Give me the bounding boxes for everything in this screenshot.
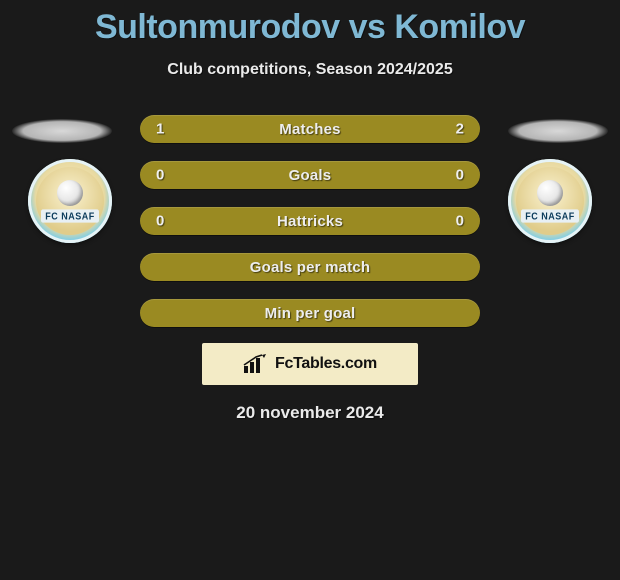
stat-label: Min per goal (265, 305, 356, 322)
brand-text: FcTables.com (275, 355, 377, 373)
stat-label: Goals per match (250, 259, 371, 276)
stat-bars: 1 Matches 2 0 Goals 0 0 Hattricks 0 Goal… (140, 115, 480, 327)
stat-label: Goals (289, 167, 332, 184)
stat-bar-goals-per-match: Goals per match (140, 253, 480, 281)
subtitle: Club competitions, Season 2024/2025 (0, 61, 620, 79)
club-name: FC NASAF (41, 209, 99, 222)
club-name: FC NASAF (521, 209, 579, 222)
ball-icon (537, 180, 563, 206)
left-shadow (12, 119, 112, 143)
brand-box: FcTables.com (202, 343, 418, 385)
stat-bar-hattricks: 0 Hattricks 0 (140, 207, 480, 235)
stat-label: Hattricks (277, 213, 343, 230)
stat-left-value: 0 (156, 213, 164, 230)
ball-icon (57, 180, 83, 206)
date-text: 20 november 2024 (0, 403, 620, 423)
stat-bar-goals: 0 Goals 0 (140, 161, 480, 189)
bar-chart-icon (243, 354, 269, 374)
club-logo-icon: FC NASAF (28, 159, 112, 243)
stat-left-value: 1 (156, 121, 164, 138)
right-team-logo: FC NASAF (500, 159, 600, 243)
right-shadow (508, 119, 608, 143)
club-logo-icon: FC NASAF (508, 159, 592, 243)
stat-bar-min-per-goal: Min per goal (140, 299, 480, 327)
comparison-content: FC NASAF FC NASAF 1 Matches 2 0 Goals 0 … (0, 115, 620, 423)
stat-label: Matches (279, 121, 340, 138)
stat-right-value: 0 (456, 213, 464, 230)
stat-left-value: 0 (156, 167, 164, 184)
page-title: Sultonmurodov vs Komilov (0, 0, 620, 47)
stat-right-value: 0 (456, 167, 464, 184)
left-team-logo: FC NASAF (20, 159, 120, 243)
stat-bar-matches: 1 Matches 2 (140, 115, 480, 143)
stat-right-value: 2 (456, 121, 464, 138)
